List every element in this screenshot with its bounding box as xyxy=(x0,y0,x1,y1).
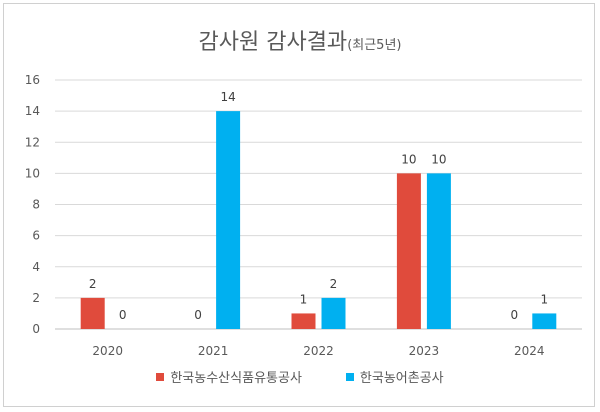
y-tick-label-2: 2 xyxy=(32,291,40,305)
x-tick-label-2022: 2022 xyxy=(303,344,334,358)
chart-title-main: 감사원 감사결과 xyxy=(198,30,348,55)
bar-series-2-2021 xyxy=(216,111,241,329)
y-tick-label-12: 12 xyxy=(25,135,40,149)
bar-series-1-2022 xyxy=(291,313,316,329)
y-tick-label-16: 16 xyxy=(25,73,40,87)
bar-series-2-2023 xyxy=(426,173,451,329)
data-label-series-1-2022: 1 xyxy=(300,292,308,306)
data-label-series-2-2020: 0 xyxy=(119,308,127,322)
data-label-series-2-2022: 2 xyxy=(330,277,338,291)
chart-subtitle: (최근5년) xyxy=(347,38,402,53)
legend-swatch-series-2 xyxy=(345,372,354,381)
data-label-series-1-2021: 0 xyxy=(194,308,202,322)
data-label-series-2-2021: 14 xyxy=(220,90,235,104)
y-tick-label-14: 14 xyxy=(25,104,40,118)
x-tick-label-2021: 2021 xyxy=(198,344,229,358)
data-label-series-2-2024: 1 xyxy=(540,292,548,306)
y-tick-label-6: 6 xyxy=(32,229,40,243)
x-tick-label-2023: 2023 xyxy=(409,344,440,358)
legend-label-series-1: 한국농수산식품유통공사 xyxy=(170,371,302,386)
x-tick-label-2020: 2020 xyxy=(92,344,123,358)
y-tick-label-10: 10 xyxy=(25,166,40,180)
y-tick-label-4: 4 xyxy=(32,260,40,274)
bar-series-1-2023 xyxy=(396,173,421,329)
chart-title: 감사원 감사결과(최근5년) xyxy=(0,24,600,56)
x-tick-label-2024: 2024 xyxy=(514,344,545,358)
legend-item-series-2: 한국농어촌공사 xyxy=(345,367,444,386)
legend-item-series-1: 한국농수산식품유통공사 xyxy=(156,367,302,386)
bar-series-1-2020 xyxy=(80,297,105,329)
bar-series-2-2022 xyxy=(321,297,346,329)
data-label-series-1-2020: 2 xyxy=(89,277,97,291)
data-label-series-1-2023: 10 xyxy=(401,152,416,166)
y-tick-label-8: 8 xyxy=(32,198,40,212)
legend-label-series-2: 한국농어촌공사 xyxy=(359,371,444,386)
legend: 한국농수산식품유통공사 한국농어촌공사 xyxy=(0,367,600,386)
y-tick-label-0: 0 xyxy=(32,322,40,336)
bar-series-2-2024 xyxy=(532,313,557,329)
legend-swatch-series-1 xyxy=(156,372,165,381)
data-label-series-1-2024: 0 xyxy=(510,308,518,322)
data-label-series-2-2023: 10 xyxy=(431,152,446,166)
